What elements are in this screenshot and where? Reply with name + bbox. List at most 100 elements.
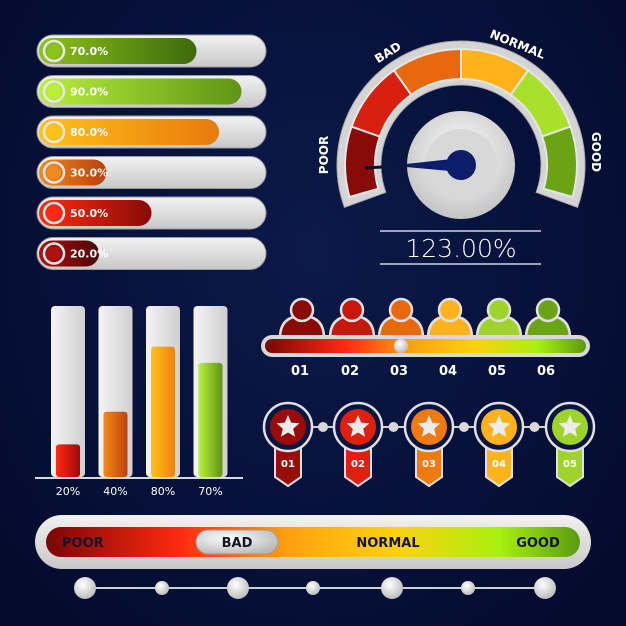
- person-icon: [475, 297, 523, 340]
- meter-label: 70%: [198, 485, 222, 498]
- meter-fill: [151, 346, 175, 477]
- star-step-timeline: 01 02 03 04 05: [262, 401, 596, 488]
- step-label: 03: [422, 459, 436, 470]
- progress-label: 20.0%: [70, 248, 108, 261]
- meter-fill: [198, 362, 223, 477]
- person-icon: [426, 297, 474, 340]
- progress-fill: [39, 119, 219, 145]
- progress-label: 30.0%: [70, 167, 108, 180]
- progress-bar-row: 70.0%: [36, 34, 267, 68]
- meter-tube: [51, 306, 85, 477]
- meter-label: 80%: [151, 485, 175, 498]
- scale-label: 03: [390, 364, 408, 379]
- scale-slider-handle[interactable]: [394, 339, 408, 353]
- step-label: 02: [351, 459, 365, 470]
- star-step: 05: [544, 401, 596, 488]
- rating-option[interactable]: GOOD: [516, 536, 560, 551]
- progress-ring-icon: [42, 39, 66, 63]
- track-dot[interactable]: [381, 577, 403, 599]
- track-dot[interactable]: [155, 581, 169, 595]
- progress-dot-icon: [47, 165, 61, 180]
- progress-dot-icon: [47, 84, 61, 99]
- star-icon: [558, 415, 582, 437]
- people-rating-scale: 01 02 03 04 05 06: [261, 297, 590, 379]
- vertical-meter: 40%: [98, 306, 133, 498]
- scale-label: 02: [341, 364, 359, 379]
- track-dot[interactable]: [534, 577, 556, 599]
- person-icon: [328, 297, 376, 340]
- vertical-bar-meters: 20% 40% 80% 70%: [35, 306, 243, 498]
- progress-label: 90.0%: [70, 86, 108, 99]
- track-dot[interactable]: [461, 581, 475, 595]
- progress-bar-row: 20.0%: [36, 237, 267, 270]
- progress-label: 50.0%: [70, 207, 108, 220]
- progress-fill: [39, 38, 197, 64]
- progress-ring-icon: [42, 120, 66, 144]
- progress-label: 80.0%: [70, 126, 108, 139]
- vertical-meter: 80%: [146, 306, 180, 498]
- gauge-hub: [446, 150, 476, 180]
- progress-bar-row: 30.0%: [36, 156, 267, 189]
- meter-fill: [56, 444, 80, 477]
- track-dot[interactable]: [74, 577, 96, 599]
- progress-fill: [39, 200, 152, 226]
- scale-label: 01: [291, 364, 309, 379]
- star-icon: [487, 415, 511, 437]
- meter-fill: [103, 411, 128, 477]
- dot-track: [74, 577, 556, 599]
- meter-label: 40%: [103, 485, 127, 498]
- star-step: 03: [403, 401, 455, 488]
- horizontal-progress-bars: 70.0% 90.0% 80.0% 30.0% 50.0% 20.0%: [36, 34, 267, 270]
- star-icon: [417, 415, 441, 437]
- connector-dot: [318, 422, 328, 432]
- step-label: 05: [563, 459, 577, 470]
- connector-dot: [459, 422, 469, 432]
- progress-bar-row: 90.0%: [36, 75, 267, 108]
- step-label: 04: [492, 459, 506, 470]
- progress-ring-icon: [42, 201, 66, 225]
- progress-bar-row: 80.0%: [36, 115, 267, 149]
- star-icon: [346, 415, 370, 437]
- progress-label: 70.0%: [70, 45, 108, 58]
- vertical-meter: 70%: [193, 306, 228, 498]
- progress-dot-icon: [47, 246, 61, 261]
- rating-option[interactable]: BAD: [222, 536, 253, 551]
- scale-gradient: [265, 339, 586, 353]
- star-step: 01: [262, 401, 314, 488]
- vertical-meter: 20%: [51, 306, 85, 498]
- rating-bar: POOR BAD NORMAL GOOD: [35, 515, 591, 569]
- gauge-segment: [540, 125, 578, 199]
- progress-ring-icon: [42, 161, 66, 184]
- rating-selected-pill[interactable]: [195, 529, 279, 555]
- connector-dot: [388, 422, 399, 432]
- meter-label: 20%: [56, 485, 80, 498]
- progress-ring-icon: [42, 80, 66, 103]
- connector-dot: [529, 422, 540, 432]
- gauge-needle-tail: [364, 165, 384, 170]
- gauge-readout: 123.00%: [405, 234, 516, 263]
- track-dot[interactable]: [227, 577, 249, 599]
- rating-option[interactable]: NORMAL: [356, 536, 419, 551]
- gauge-label-good: GOOD: [589, 132, 603, 172]
- progress-dot-icon: [47, 44, 61, 58]
- person-icon: [524, 297, 572, 340]
- progress-bar-row: 50.0%: [36, 196, 267, 230]
- rating-option[interactable]: POOR: [62, 536, 104, 551]
- scale-label: 05: [488, 364, 506, 379]
- progress-ring-icon: [42, 242, 66, 265]
- progress-dot-icon: [47, 206, 61, 220]
- step-label: 01: [281, 459, 295, 470]
- star-step: 02: [332, 401, 384, 488]
- star-icon: [276, 415, 300, 437]
- scale-label: 06: [537, 364, 555, 379]
- person-icon: [278, 297, 326, 340]
- rating-gradient: [46, 527, 580, 557]
- progress-fill: [39, 78, 242, 105]
- track-dot[interactable]: [306, 581, 320, 595]
- progress-dot-icon: [47, 125, 61, 139]
- gauge-segment: [344, 125, 382, 199]
- star-step: 04: [473, 401, 525, 488]
- person-icon: [377, 297, 425, 340]
